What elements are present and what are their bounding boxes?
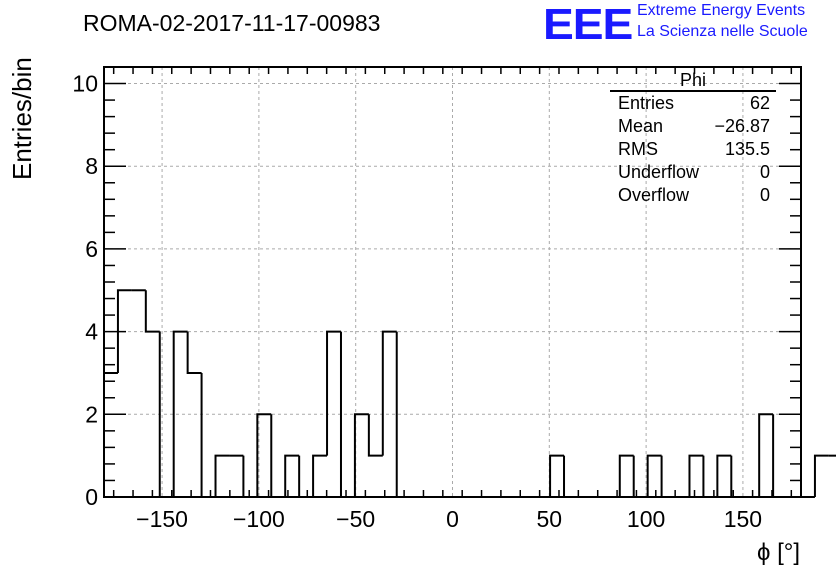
y-tick-label: 4	[85, 319, 98, 345]
stats-box: Phi Entries 62 Mean −26.87 RMS 135.5 Und…	[610, 70, 776, 207]
histogram-bin	[549, 454, 565, 497]
histogram-bin	[172, 330, 188, 497]
histogram-bin	[186, 331, 202, 374]
histogram-bin	[353, 413, 369, 497]
histogram-bin	[326, 330, 341, 456]
y-tick-label: 8	[85, 153, 98, 179]
histogram-bin	[563, 455, 578, 498]
histogram-bin	[758, 413, 774, 497]
histogram-bin	[716, 454, 732, 497]
logo-subtitle-1: Extreme Energy Events	[637, 2, 806, 19]
histogram-bin	[256, 413, 272, 497]
histogram-bin	[200, 372, 216, 498]
stats-value: 135.5	[724, 139, 770, 159]
x-tick-label: −100	[233, 506, 285, 532]
histogram-bin	[646, 454, 662, 497]
logo-subtitle-2: La Scienza nelle Scuole	[637, 23, 808, 40]
x-tick-labels: −150 −100 −50 0 50 100 150	[136, 506, 762, 532]
histogram-bin	[214, 454, 230, 497]
histogram-bin	[618, 454, 634, 497]
axis-ticks	[104, 67, 801, 498]
stats-value: −26.87	[714, 116, 770, 136]
y-tick-label: 2	[85, 401, 98, 427]
y-tick-label: 6	[85, 236, 98, 262]
histogram-bin	[367, 414, 383, 457]
stats-label: RMS	[618, 139, 658, 159]
histogram-bin	[660, 455, 676, 498]
stats-row: Underflow 0	[610, 161, 776, 184]
stats-row: Overflow 0	[610, 184, 776, 207]
histogram-bin	[116, 289, 132, 373]
histogram-bin	[702, 455, 718, 498]
stats-label: Mean	[618, 116, 664, 136]
stats-row: Mean −26.87	[610, 115, 776, 138]
y-tick-label: 10	[72, 71, 98, 97]
run-title: ROMA-02-2017-11-17-00983	[83, 10, 381, 36]
histogram-bars	[103, 289, 836, 498]
x-tick-label: 150	[724, 506, 762, 532]
histogram-bin	[144, 290, 160, 333]
y-axis-label: Entries/bin	[7, 57, 37, 180]
x-tick-label: −50	[336, 506, 375, 532]
histogram-bin	[242, 455, 258, 498]
histogram-bin	[813, 454, 829, 497]
x-tick-label: 100	[627, 506, 665, 532]
x-tick-label: 50	[537, 506, 563, 532]
histogram-bin	[298, 455, 314, 498]
y-tick-labels: 0 2 4 6 8 10	[72, 71, 98, 510]
stats-value: 0	[759, 185, 770, 205]
stats-label: Underflow	[618, 162, 700, 182]
x-axis-label: ϕ [°]	[757, 539, 800, 566]
histogram-bin	[772, 414, 788, 498]
stats-label: Entries	[618, 93, 675, 113]
histogram-bin	[284, 454, 300, 497]
y-tick-label: 0	[85, 484, 98, 510]
histogram-bin	[270, 414, 286, 498]
stats-label: Overflow	[618, 185, 690, 205]
stats-value: 62	[749, 93, 770, 113]
x-tick-label: −150	[136, 506, 188, 532]
histogram-bin	[103, 371, 118, 497]
stats-value: 0	[759, 162, 770, 182]
histogram-bin	[688, 454, 704, 497]
stats-row: Entries 62	[610, 92, 776, 115]
eee-logo: EEE	[543, 0, 633, 49]
stats-title: Phi	[610, 70, 776, 92]
histogram-bin	[381, 330, 397, 456]
stats-row: RMS 135.5	[610, 138, 776, 161]
histogram-bin	[312, 454, 328, 497]
x-tick-label: 0	[446, 506, 459, 532]
grid-lines	[104, 67, 801, 497]
